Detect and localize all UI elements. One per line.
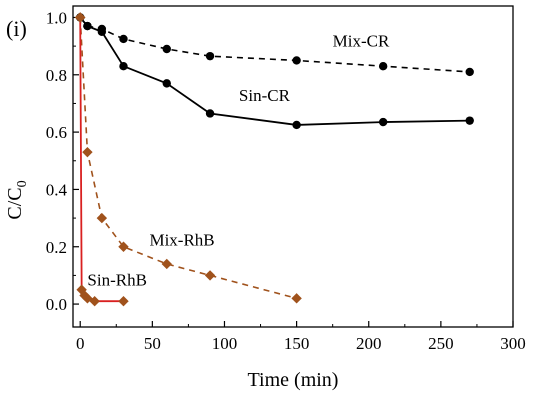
series-line — [79, 17, 124, 303]
ticks-layer: 0 50 100 150 200 250 300 0.0 0.2 0.4 0.6 0.8 1.0 — [46, 8, 526, 353]
x-axis-label: Time (min) — [0, 369, 550, 392]
plot-frame-layer — [72, 5, 514, 328]
data-point — [378, 61, 388, 71]
data-point — [465, 67, 474, 77]
annotation-layer: Mix-CR Sin-CR Mix-RhB Sin-RhB — [87, 31, 390, 289]
data-point — [118, 241, 129, 252]
data-point — [75, 12, 86, 23]
series-sin-rhb — [75, 12, 129, 307]
x-tick-label: 100 — [212, 334, 238, 353]
x-tick-label: 50 — [144, 334, 161, 353]
data-point — [96, 212, 108, 224]
y-tick-label: 0.2 — [46, 238, 67, 257]
y-tick-label: 1.0 — [46, 8, 67, 27]
data-point — [465, 116, 474, 125]
x-tick-label: 300 — [500, 334, 526, 353]
y-tick-label: 0.6 — [46, 123, 67, 142]
data-point — [97, 27, 107, 36]
data-point — [291, 293, 302, 304]
x-tick-label: 150 — [284, 334, 310, 353]
y-axis-label-main: C/C — [4, 187, 27, 220]
data-point — [118, 296, 129, 307]
x-axis-label-text: Time (min) — [247, 369, 339, 391]
panel-label: (i) — [6, 16, 27, 41]
data-point — [161, 258, 172, 270]
y-tick-label: 0.8 — [46, 66, 67, 85]
data-point — [162, 44, 171, 54]
data-point — [82, 146, 93, 158]
x-tick-label: 250 — [428, 334, 454, 353]
x-tick-label: 200 — [356, 334, 382, 353]
data-point — [292, 120, 301, 130]
plot-frame — [72, 5, 514, 328]
data-point — [162, 79, 171, 88]
data-point — [292, 56, 301, 65]
series-layer — [75, 12, 474, 307]
y-tick-label: 0.4 — [46, 180, 68, 199]
data-point — [119, 61, 128, 71]
data-point — [205, 51, 215, 61]
data-point — [119, 34, 128, 44]
series-mix-rhb — [75, 12, 302, 304]
data-point — [89, 296, 100, 307]
y-axis-label-sub: 0 — [15, 180, 31, 188]
data-point — [378, 117, 388, 127]
data-point — [205, 109, 215, 118]
x-tick-label: 0 — [76, 334, 85, 353]
series-mix-cr — [76, 13, 474, 77]
y-axis-label: C/C0 — [4, 180, 31, 219]
series-sin-cr — [76, 13, 474, 130]
data-point — [83, 21, 92, 31]
series-line — [79, 16, 470, 73]
series-label: Sin-RhB — [87, 271, 147, 290]
series-label: Sin-CR — [239, 86, 291, 105]
data-point — [204, 270, 216, 281]
series-label: Mix-CR — [333, 31, 390, 50]
series-label: Mix-RhB — [149, 231, 214, 250]
y-tick-label: 0.0 — [46, 295, 67, 314]
series-line — [79, 16, 470, 126]
